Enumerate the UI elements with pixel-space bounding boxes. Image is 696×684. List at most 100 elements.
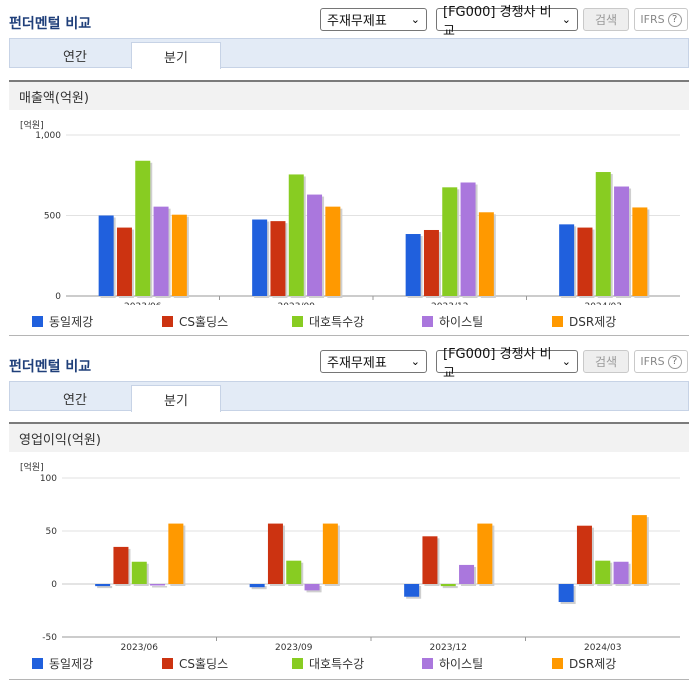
chart-legend: 동일제강 CS홀딩스 대호특수강 하이스틸 DSR제강 [32, 655, 682, 672]
tab-annual[interactable]: 연간 [63, 49, 87, 65]
panel-title: 펀더멘털 비교 [9, 359, 92, 375]
bar [168, 523, 184, 584]
y-tick-label: 0 [55, 292, 61, 302]
bar [442, 187, 458, 296]
bar [440, 584, 456, 587]
legend-swatch [552, 316, 563, 327]
bar [423, 229, 439, 296]
bar [632, 207, 648, 296]
peer-group-select[interactable]: [FG000] 경쟁사 비교 ⌄ [436, 5, 578, 39]
bar [95, 584, 111, 587]
bar-shadow [152, 586, 168, 588]
metric-label: 매출액(억원) [19, 90, 89, 106]
chevron-down-icon: ⌄ [410, 355, 420, 368]
divider [9, 335, 689, 336]
bar-shadow [97, 586, 113, 589]
x-tick-label: 2023/12 [431, 302, 468, 305]
bar [153, 206, 169, 296]
legend-item[interactable]: 하이스틸 [422, 655, 552, 672]
search-button[interactable]: 검색 [583, 8, 629, 31]
tab-quarterly[interactable]: 분기 [131, 42, 221, 69]
legend-swatch [292, 316, 303, 327]
panel-title: 펀더멘털 비교 [9, 16, 92, 32]
legend-item[interactable]: DSR제강 [552, 655, 682, 672]
x-tick-label: 2023/09 [278, 302, 316, 305]
bar [150, 584, 166, 586]
y-tick-label: 0 [51, 580, 57, 590]
bar [307, 194, 323, 296]
bar [477, 523, 493, 584]
fundamental-panel-revenue: 펀더멘털 비교 주재무제표 ⌄ [FG000] 경쟁사 비교 ⌄ 검색 IFRS… [0, 0, 696, 340]
bar [576, 525, 592, 584]
legend-label: CS홀딩스 [179, 657, 229, 671]
bar [304, 584, 320, 591]
bar [422, 536, 438, 584]
statement-type-select[interactable]: 주재무제표 ⌄ [320, 8, 427, 31]
x-tick-label: 2024/03 [585, 302, 622, 305]
legend-item[interactable]: 대호특수강 [292, 655, 422, 672]
divider [9, 679, 689, 680]
bar [460, 182, 476, 296]
metric-header: 영업이익(억원) [9, 422, 689, 452]
bar [405, 234, 421, 296]
metric-label: 영업이익(억원) [19, 432, 101, 448]
y-tick-label: 1,000 [35, 131, 61, 141]
x-tick-label: 2024/03 [584, 643, 621, 653]
x-tick-label: 2023/06 [124, 302, 162, 305]
statement-type-value: 주재무제표 [327, 356, 387, 371]
x-tick-label: 2023/09 [275, 643, 313, 653]
bar [171, 214, 187, 296]
legend-label: DSR제강 [569, 657, 617, 671]
help-icon[interactable]: ? [667, 12, 682, 27]
legend-swatch [162, 316, 173, 327]
legend-swatch [422, 658, 433, 669]
statement-type-select[interactable]: 주재무제표 ⌄ [320, 350, 427, 373]
bar [252, 219, 268, 296]
x-tick-label: 2023/12 [430, 643, 467, 653]
bar [98, 215, 114, 296]
bar-shadow [442, 586, 458, 589]
period-tabs: 연간 분기 [9, 38, 689, 69]
legend-item[interactable]: 대호특수강 [292, 313, 422, 330]
help-icon[interactable]: ? [667, 354, 682, 369]
bar [595, 560, 611, 584]
bar [613, 561, 629, 584]
tab-quarterly[interactable]: 분기 [131, 385, 221, 412]
tab-annual[interactable]: 연간 [63, 392, 87, 408]
metric-header: 매출액(억원) [9, 80, 689, 110]
ifrs-button[interactable]: IFRS ? [634, 350, 688, 373]
chevron-down-icon: ⌄ [561, 13, 571, 26]
legend-swatch [32, 658, 43, 669]
peer-group-select[interactable]: [FG000] 경쟁사 비교 ⌄ [436, 347, 578, 381]
legend-item[interactable]: 하이스틸 [422, 313, 552, 330]
ifrs-label: IFRS [640, 13, 665, 26]
operating-profit-chart: 100 50 0 -50 2023/06 2023/09 2023/12 2024/03 [40, 474, 680, 653]
bar [325, 206, 341, 296]
legend-item[interactable]: CS홀딩스 [162, 313, 292, 330]
legend-item[interactable]: DSR제강 [552, 313, 682, 330]
search-button[interactable]: 검색 [583, 350, 629, 373]
bar [249, 584, 265, 588]
legend-label: 대호특수강 [309, 657, 365, 671]
y-tick-label: 50 [46, 527, 58, 537]
period-tabs: 연간 분기 [9, 381, 689, 412]
bar [113, 546, 129, 584]
legend-item[interactable]: 동일제강 [32, 655, 162, 672]
chevron-down-icon: ⌄ [410, 13, 420, 26]
legend-item[interactable]: CS홀딩스 [162, 655, 292, 672]
legend-label: CS홀딩스 [179, 315, 229, 329]
ifrs-button[interactable]: IFRS ? [634, 8, 688, 31]
unit-label: [억원] [20, 463, 44, 473]
legend-swatch [292, 658, 303, 669]
fundamental-panel-operating-profit: 펀더멘털 비교 주재무제표 ⌄ [FG000] 경쟁사 비교 ⌄ 검색 IFRS… [0, 342, 696, 684]
legend-label: 하이스틸 [439, 315, 484, 329]
bar [270, 221, 286, 296]
bar [404, 584, 420, 597]
unit-label: [억원] [20, 121, 44, 131]
legend-swatch [422, 316, 433, 327]
y-tick-label: 500 [44, 212, 61, 222]
legend-item[interactable]: 동일제강 [32, 313, 162, 330]
y-tick-label: 100 [40, 474, 57, 484]
chart-legend: 동일제강 CS홀딩스 대호특수강 하이스틸 DSR제강 [32, 313, 682, 330]
bar [595, 172, 611, 296]
